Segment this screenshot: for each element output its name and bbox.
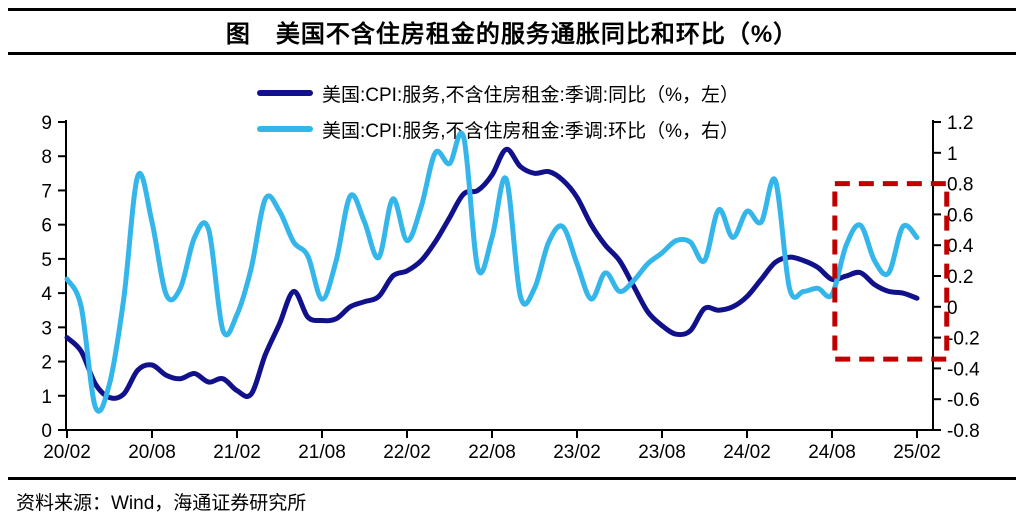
svg-text:20/08: 20/08 <box>128 442 176 463</box>
mom-line-swatch <box>257 126 313 132</box>
svg-text:5: 5 <box>41 250 52 271</box>
yoy-line-swatch <box>257 90 313 96</box>
svg-text:8: 8 <box>41 147 52 168</box>
svg-text:0.8: 0.8 <box>947 175 973 196</box>
svg-text:-0.6: -0.6 <box>947 390 980 411</box>
svg-text:0: 0 <box>947 298 958 319</box>
svg-text:1.2: 1.2 <box>947 113 973 134</box>
svg-text:24/02: 24/02 <box>723 442 771 463</box>
svg-text:7: 7 <box>41 181 52 202</box>
legend-item-yoy: 美国:CPI:服务,不含住房租金:季调:同比（%，左） <box>257 75 739 111</box>
svg-text:21/02: 21/02 <box>213 442 261 463</box>
svg-text:0.2: 0.2 <box>947 267 973 288</box>
svg-text:22/08: 22/08 <box>468 442 516 463</box>
svg-text:2: 2 <box>41 353 52 374</box>
chart-legend: 美国:CPI:服务,不含住房租金:季调:同比（%，左） 美国:CPI:服务,不含… <box>257 75 739 147</box>
svg-text:20/02: 20/02 <box>43 442 91 463</box>
svg-text:-0.2: -0.2 <box>947 329 980 350</box>
footer-divider <box>8 477 1016 480</box>
svg-text:9: 9 <box>41 113 52 134</box>
svg-text:23/02: 23/02 <box>553 442 601 463</box>
svg-text:21/08: 21/08 <box>298 442 346 463</box>
svg-text:6: 6 <box>41 216 52 237</box>
svg-text:25/02: 25/02 <box>893 442 941 463</box>
svg-text:24/08: 24/08 <box>808 442 856 463</box>
svg-text:23/08: 23/08 <box>638 442 686 463</box>
svg-text:1: 1 <box>41 387 52 408</box>
legend-label-mom: 美国:CPI:服务,不含住房租金:季调:环比（%，右） <box>322 120 739 142</box>
svg-text:0: 0 <box>41 421 52 442</box>
figure-title: 图 美国不含住房租金的服务通胀同比和环比（%） <box>225 21 799 48</box>
svg-text:-0.8: -0.8 <box>947 421 980 442</box>
figure-title-box: 图 美国不含住房租金的服务通胀同比和环比（%） <box>8 8 1016 55</box>
svg-text:22/02: 22/02 <box>383 442 431 463</box>
legend-item-mom: 美国:CPI:服务,不含住房租金:季调:环比（%，右） <box>257 111 739 147</box>
svg-text:1: 1 <box>947 144 958 165</box>
svg-text:0.6: 0.6 <box>947 205 973 226</box>
legend-label-yoy: 美国:CPI:服务,不含住房租金:季调:同比（%，左） <box>322 84 739 106</box>
svg-text:3: 3 <box>41 318 52 339</box>
svg-text:0.4: 0.4 <box>947 236 974 257</box>
source-note: 资料来源：Wind，海通证券研究所 <box>16 493 307 514</box>
svg-text:-0.4: -0.4 <box>947 359 980 380</box>
svg-text:4: 4 <box>41 284 52 305</box>
